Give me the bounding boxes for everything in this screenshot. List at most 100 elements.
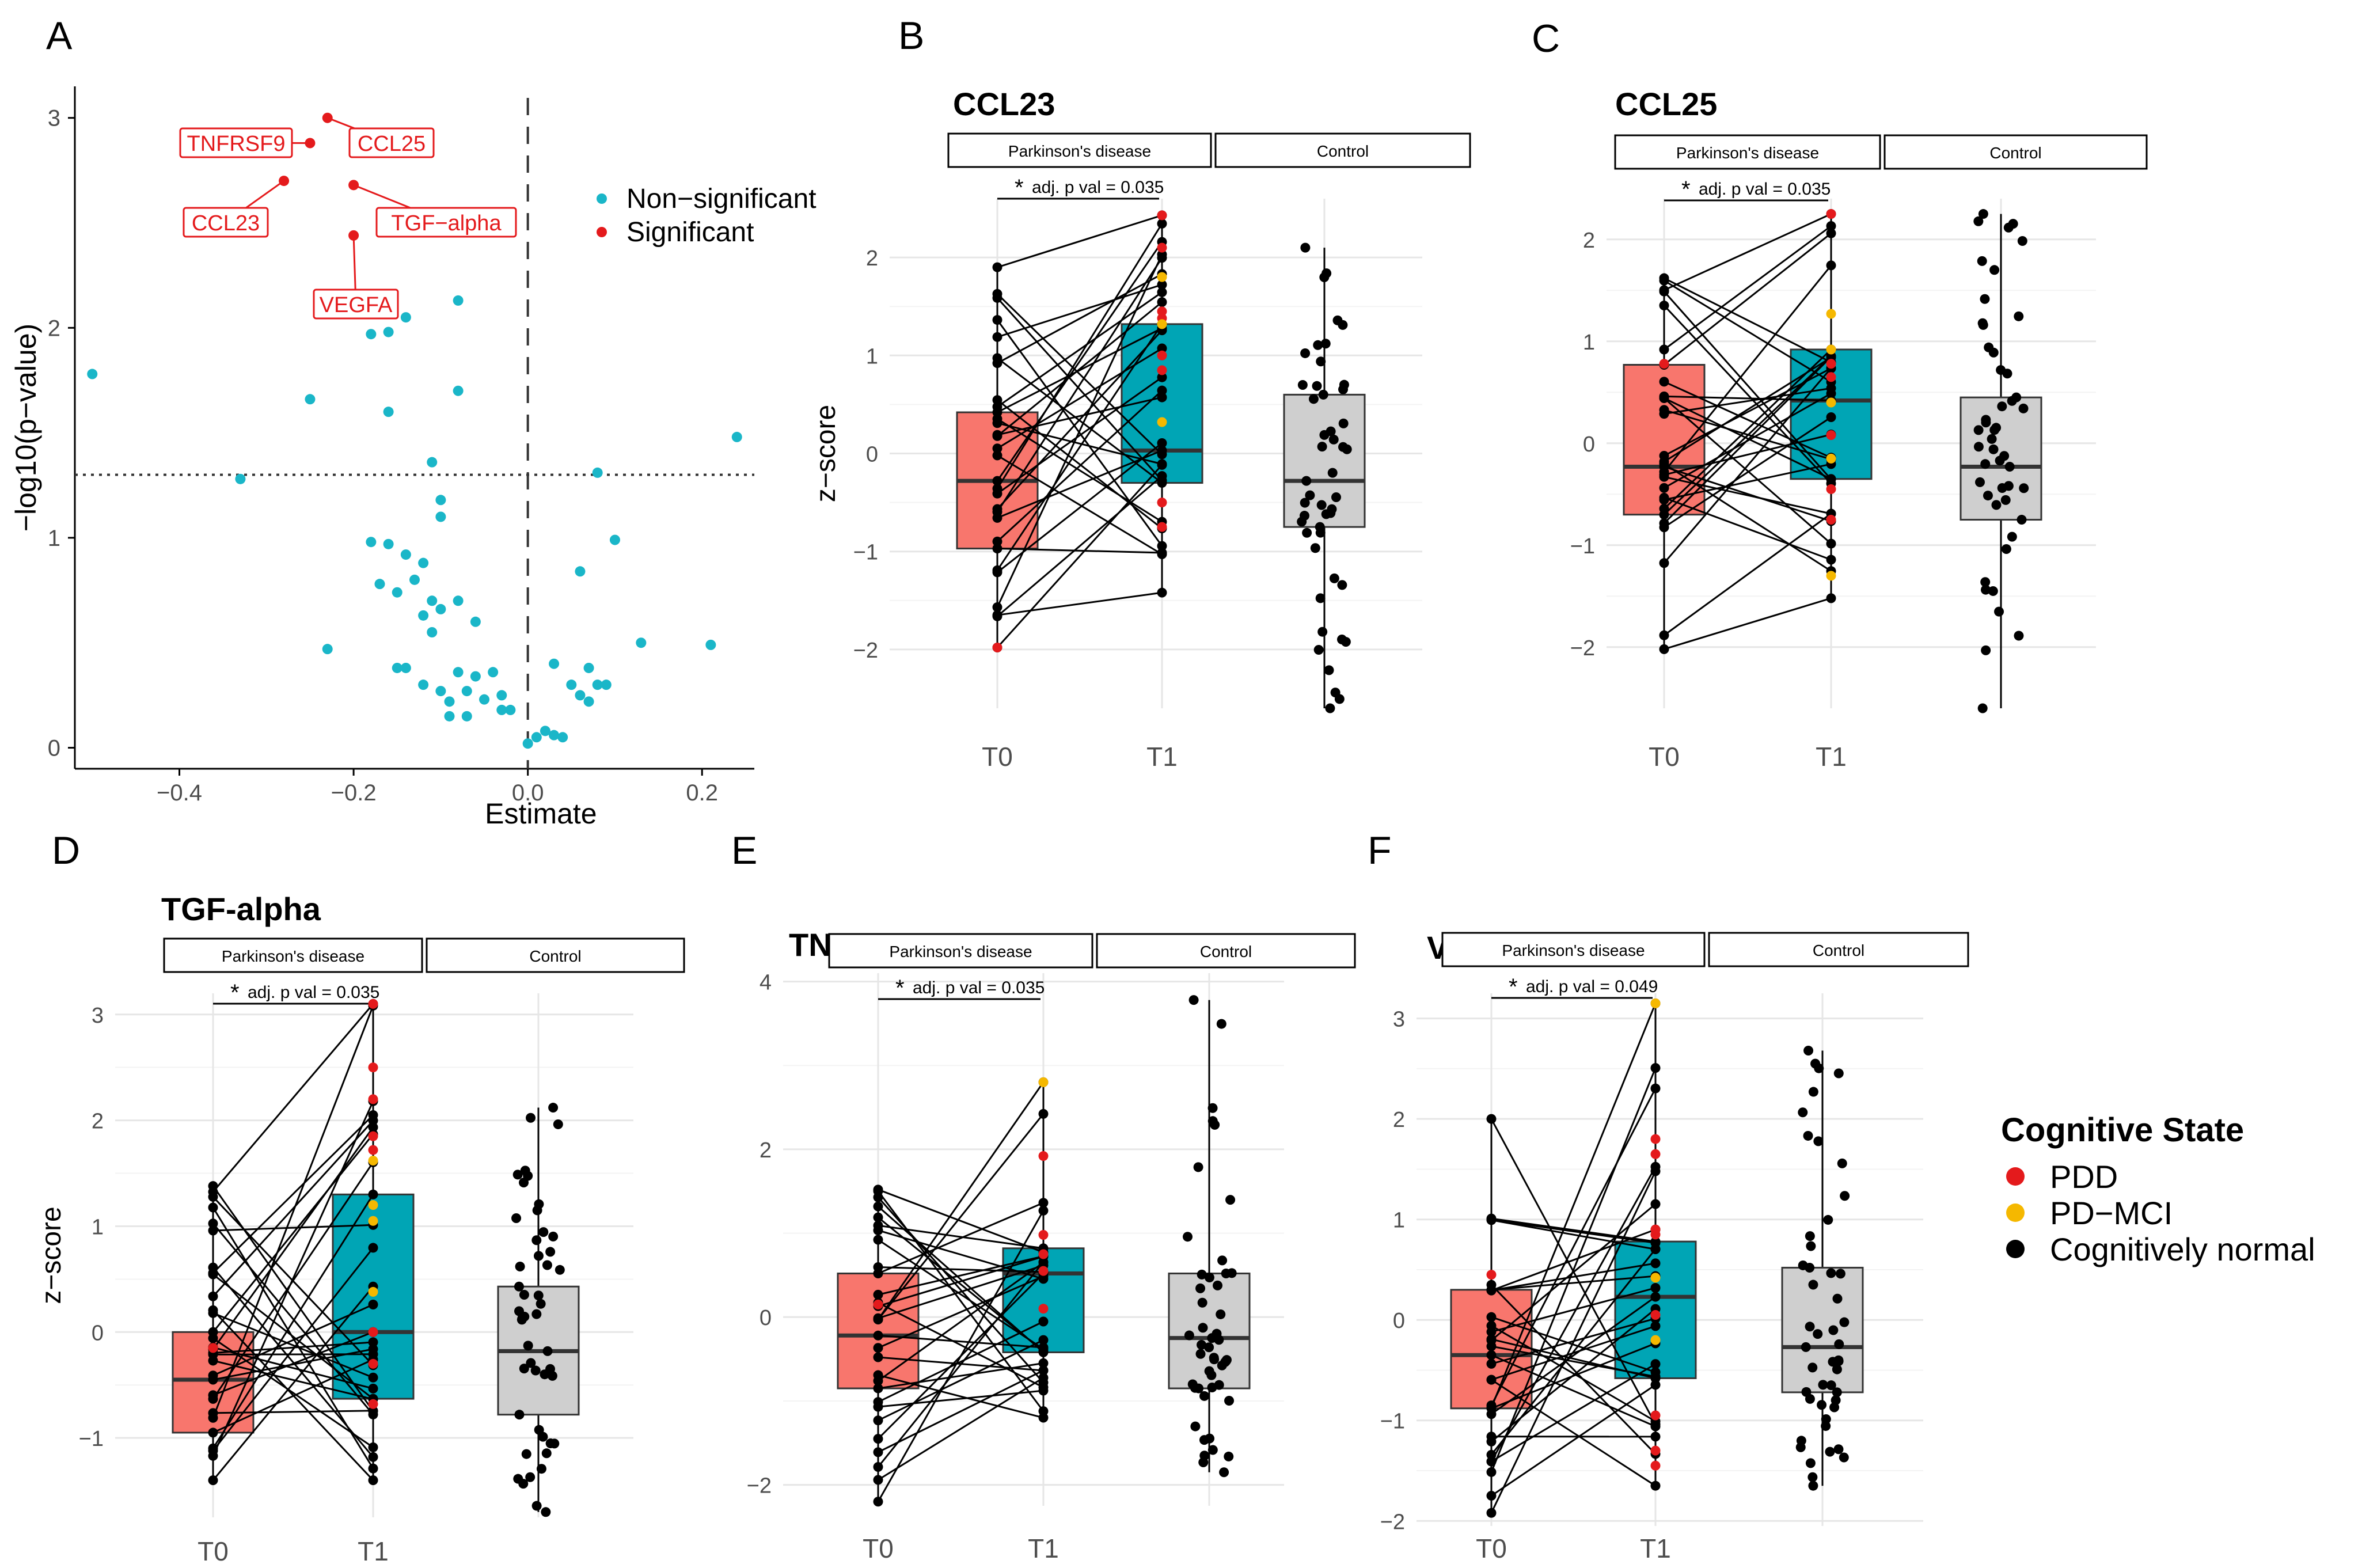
point-t1 <box>368 1243 378 1253</box>
nonsignificant-point <box>592 467 603 478</box>
point-t1-pdd <box>1038 1229 1049 1240</box>
point-t1-pdd <box>1157 365 1167 375</box>
legend-swatch <box>2006 1203 2025 1222</box>
y-tick-label: 0 <box>866 443 878 467</box>
paired-line <box>1491 1275 1656 1291</box>
point-t1 <box>1650 1199 1661 1209</box>
significance-annotation: adj. p val = 0.035 <box>913 978 1045 997</box>
paired-line <box>1491 1379 1656 1487</box>
point-control <box>533 1251 544 1261</box>
paired-line <box>212 1286 374 1481</box>
point-t0 <box>992 484 1002 494</box>
y-tick-label: 1 <box>866 344 878 369</box>
point-t0 <box>1486 1375 1497 1385</box>
facet-label-control: Control <box>1200 943 1252 960</box>
point-t1-pdd <box>1038 1266 1049 1276</box>
point-control <box>1207 1103 1218 1113</box>
point-control <box>1302 527 1312 538</box>
point-control <box>1981 645 1991 655</box>
point-t1-pd-mci <box>1826 344 1836 355</box>
point-control <box>1328 434 1339 445</box>
nonsignificant-point <box>418 610 429 621</box>
nonsignificant-point <box>409 574 420 585</box>
point-t1 <box>1650 1063 1661 1073</box>
nonsignificant-point <box>540 726 550 736</box>
volcano-plot: 0 1 2 3 −0.4 −0.2 0.0 0.2 Estimate −log10(p−value… <box>10 86 817 830</box>
point-t0 <box>992 536 1002 546</box>
point-control <box>1803 1045 1814 1056</box>
paired-line <box>996 254 1163 608</box>
point-control <box>526 1358 536 1368</box>
x-category-label: T0 <box>863 1533 894 1563</box>
nonsignificant-point <box>488 667 499 678</box>
point-t0 <box>1486 1350 1497 1360</box>
significance-star: * <box>895 975 905 1001</box>
point-control <box>1987 434 1997 444</box>
paired-line <box>878 1229 1044 1280</box>
boxplot-panel-d: −1 0 1 2 3 TGF-alpha Parkinson's disease Contro… <box>36 891 685 1566</box>
y-tick-label: 0 <box>1393 1309 1405 1333</box>
paired-line <box>997 357 1163 484</box>
paired-line <box>212 1100 374 1456</box>
point-control <box>1184 1330 1194 1341</box>
point-t1 <box>1038 1358 1049 1368</box>
point-control <box>1805 1458 1816 1468</box>
point-t1-pd-mci <box>1157 319 1167 329</box>
paired-line <box>1491 1324 1656 1422</box>
point-control <box>1187 1379 1198 1389</box>
point-control <box>1190 1421 1201 1432</box>
point-t0 <box>992 507 1002 517</box>
nonsignificant-point <box>531 732 542 743</box>
protein-label: VEGFA <box>320 293 393 317</box>
paired-line <box>878 1202 1044 1274</box>
facet-label-control: Control <box>1317 142 1369 160</box>
point-t1-pdd <box>368 1062 378 1073</box>
point-control <box>533 1290 544 1301</box>
paired-line <box>212 1331 374 1396</box>
paired-line <box>212 1267 374 1458</box>
nonsignificant-point <box>470 671 481 682</box>
paired-line <box>878 1301 1044 1388</box>
boxplot-panel-f: −2−10123VEGFAParkinson's diseaseControl*… <box>1380 929 1969 1563</box>
paired-line <box>997 454 1163 555</box>
point-t1 <box>1038 1365 1049 1376</box>
point-t1-pdd <box>1157 242 1167 253</box>
point-t1 <box>1650 1283 1661 1293</box>
y-tick-label: 3 <box>1393 1008 1405 1032</box>
point-control <box>1833 1444 1844 1455</box>
point-t1 <box>1157 438 1167 448</box>
x-category-label: T0 <box>1476 1533 1507 1563</box>
paired-line <box>997 301 1163 437</box>
point-t0 <box>992 450 1002 461</box>
paired-line <box>1664 512 1832 636</box>
point-control <box>1807 1362 1818 1373</box>
protein-label: TNFRSF9 <box>187 132 286 156</box>
point-control <box>1813 1329 1823 1339</box>
nonsignificant-point <box>435 495 446 506</box>
x-category-label: T1 <box>1816 742 1847 772</box>
point-t1 <box>1650 1321 1661 1331</box>
point-control <box>541 1448 552 1459</box>
facet-label-pd: Parkinson's disease <box>889 943 1032 960</box>
point-t0 <box>208 1187 218 1197</box>
point-control <box>1310 543 1320 553</box>
nonsignificant-point <box>400 312 411 323</box>
point-control <box>1977 256 1987 266</box>
point-t1 <box>1650 1083 1661 1094</box>
paired-line <box>878 1334 1044 1349</box>
point-control <box>519 1178 529 1188</box>
point-t1-pdd <box>1650 1309 1661 1320</box>
paired-line <box>1664 277 1832 363</box>
paired-line <box>996 464 1163 648</box>
point-t1-pdd <box>1157 306 1167 317</box>
point-control <box>1199 1391 1210 1401</box>
point-control <box>1984 342 1994 352</box>
point-control <box>1300 498 1310 508</box>
significant-point <box>322 112 333 123</box>
paired-line <box>212 1185 374 1412</box>
point-control <box>1321 268 1332 279</box>
y-tick-label: −1 <box>1570 534 1595 559</box>
point-t1-pdd <box>368 998 378 1009</box>
paired-line <box>997 396 1163 436</box>
point-t0 <box>208 1291 218 1301</box>
